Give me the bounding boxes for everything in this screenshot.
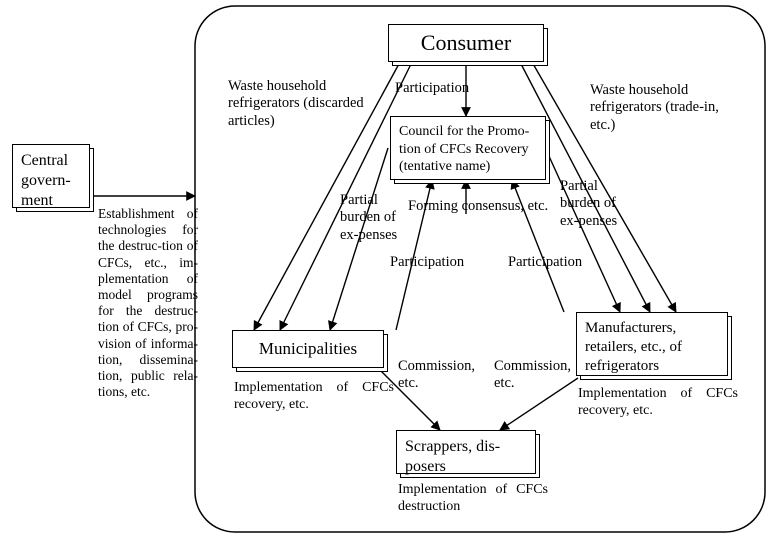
scrappers-label: Scrappers, dis-posers [405, 438, 500, 475]
scrappers-node: Scrappers, dis-posers [396, 430, 536, 474]
commission-right-text: Commission, etc. [494, 358, 594, 393]
commission-left-text: Commission, etc. [398, 358, 498, 393]
waste-left-text: Waste household refrigerators (discarded… [228, 78, 373, 130]
implementation-manuf-text: Implementation of CFCs recovery, etc. [578, 386, 738, 420]
implementation-muni-text: Implementation of CFCs recovery, etc. [234, 380, 394, 414]
partial-burden-right-text: Partial burden of ex-penses [560, 178, 630, 230]
participation-top-text: Participation [395, 80, 495, 97]
diagram-canvas: Central govern-ment Consumer Council for… [0, 0, 770, 538]
partial-burden-left-text: Partial burden of ex-penses [340, 192, 410, 244]
municipalities-label: Municipalities [259, 338, 357, 359]
consumer-label: Consumer [421, 29, 511, 57]
council-node: Council for the Promo-tion of CFCs Recov… [390, 116, 546, 180]
central-government-label: Central govern-ment [21, 152, 71, 209]
implementation-scrap-text: Implementation of CFCs destruction [398, 482, 548, 516]
establishment-text: Establishment of technologies for the de… [98, 206, 198, 400]
municipalities-node: Municipalities [232, 330, 384, 368]
council-label: Council for the Promo-tion of CFCs Recov… [399, 124, 529, 174]
consumer-node: Consumer [388, 24, 544, 62]
manufacturers-node: Manufacturers, retailers, etc., of refri… [576, 312, 728, 376]
forming-consensus-text: Forming consensus, etc. [408, 198, 558, 215]
participation-right-text: Participation [508, 254, 608, 271]
manufacturers-label: Manufacturers, retailers, etc., of refri… [585, 320, 682, 374]
participation-left-text: Participation [390, 254, 490, 271]
waste-right-text: Waste household refrigerators (trade-in,… [590, 82, 740, 134]
central-government-node: Central govern-ment [12, 144, 90, 208]
